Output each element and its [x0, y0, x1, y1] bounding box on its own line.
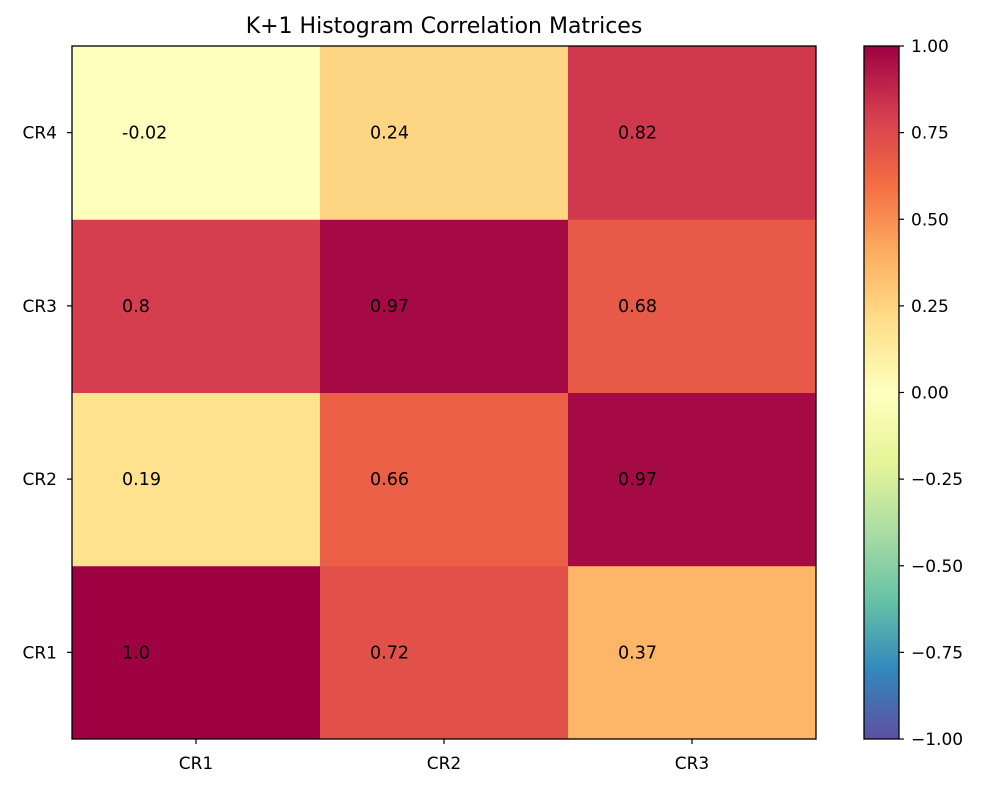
heatmap-cell-CR4-CR3 — [568, 46, 817, 220]
colorbar-tick-label: −0.25 — [911, 470, 963, 490]
y-tick-label: CR1 — [23, 643, 58, 663]
cell-value-label: 0.72 — [370, 643, 409, 663]
colorbar-tick-label: −1.00 — [911, 730, 963, 750]
colorbar-tick-label: 0.00 — [911, 384, 949, 404]
heatmap-cell-CR4-CR1 — [72, 46, 321, 220]
colorbar-tick-label: 0.50 — [911, 210, 949, 230]
heatmap-cells — [72, 46, 817, 740]
x-tick-label: CR2 — [427, 754, 462, 774]
cell-value-label: 0.97 — [618, 470, 657, 490]
cell-value-label: 0.97 — [370, 297, 409, 317]
x-tick-label: CR1 — [179, 754, 214, 774]
colorbar-ticks: 1.00 0.75 0.50 0.25 0.00 −0.25 −0.50 −0.75 −1.00 — [899, 37, 963, 750]
heatmap-cell-CR1-CR3 — [568, 565, 817, 740]
cell-value-label: 0.37 — [618, 643, 657, 663]
y-axis: CR1 CR2 CR3 CR4 — [23, 124, 72, 663]
heatmap-cell-CR1-CR1 — [72, 565, 321, 740]
cell-value-label: 0.8 — [122, 297, 150, 317]
colorbar-tick-label: 0.25 — [911, 297, 949, 317]
x-tick-label: CR3 — [675, 754, 710, 774]
cell-value-label: 0.19 — [122, 470, 161, 490]
heatmap-cell-CR3-CR1 — [72, 219, 321, 393]
colorbar-tick-label: −0.75 — [911, 643, 963, 663]
colorbar-gradient — [864, 46, 899, 739]
y-tick-label: CR4 — [23, 124, 58, 144]
heatmap-cell-labels: 1.0 0.72 0.37 0.19 0.66 0.97 0.8 0.97 0.68 -0.02 0… — [122, 124, 657, 664]
chart-title: K+1 Histogram Correlation Matrices — [246, 14, 643, 39]
colorbar: 1.00 0.75 0.50 0.25 0.00 −0.25 −0.50 −0.75 −1.00 — [863, 37, 963, 750]
heatmap-cell-CR1-CR2 — [320, 565, 569, 740]
colorbar-tick-label: 0.75 — [911, 124, 949, 144]
x-axis: CR1 CR2 CR3 — [179, 739, 710, 774]
y-tick-label: CR2 — [23, 470, 58, 490]
heatmap-cell-CR3-CR2 — [320, 219, 569, 393]
cell-value-label: 0.68 — [618, 297, 657, 317]
cell-value-label: 0.66 — [370, 470, 409, 490]
heatmap-cell-CR2-CR2 — [320, 392, 569, 567]
colorbar-tick-label: 1.00 — [911, 37, 949, 57]
cell-value-label: 0.82 — [618, 124, 657, 144]
heatmap-cell-CR4-CR2 — [320, 46, 569, 220]
heatmap-cell-CR3-CR3 — [568, 219, 817, 393]
cell-value-label: 1.0 — [122, 643, 150, 663]
heatmap-cell-CR2-CR1 — [72, 392, 321, 567]
y-tick-label: CR3 — [23, 297, 58, 317]
heatmap-cell-CR2-CR3 — [568, 392, 817, 567]
colorbar-tick-label: −0.50 — [911, 557, 963, 577]
cell-value-label: -0.02 — [122, 124, 167, 144]
cell-value-label: 0.24 — [370, 124, 409, 144]
